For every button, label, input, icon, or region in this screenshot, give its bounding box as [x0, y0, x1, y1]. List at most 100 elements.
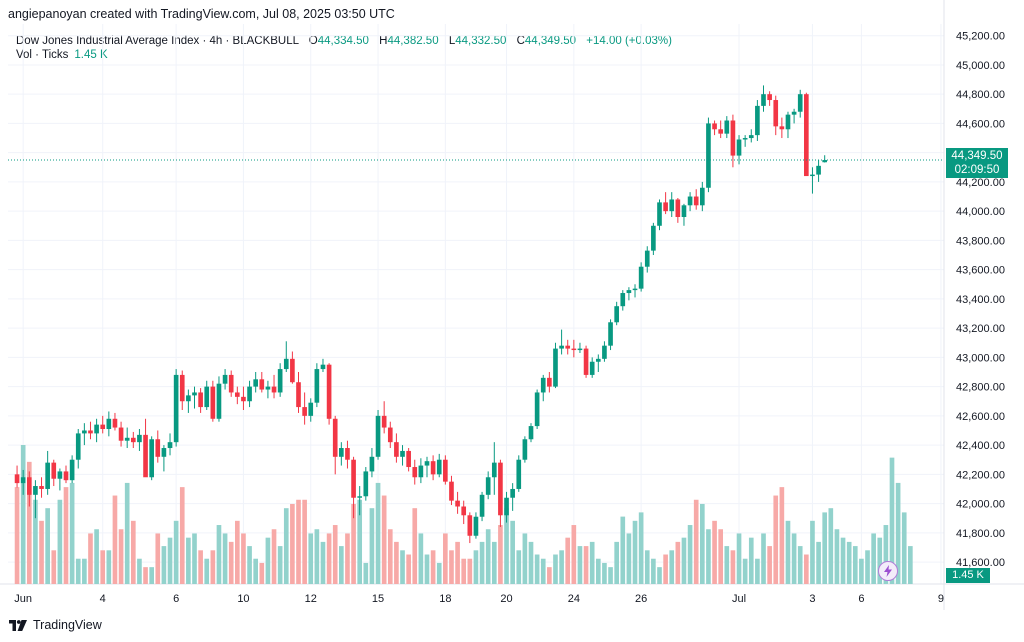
- candle-body: [167, 442, 173, 449]
- volume-bar: [485, 529, 491, 584]
- symbol-name[interactable]: Dow Jones Industrial Average Index: [16, 35, 200, 47]
- y-tick-label: 42,000.00: [956, 499, 1005, 511]
- volume-bar: [118, 529, 124, 584]
- volume-bar: [418, 533, 424, 584]
- volume-bar: [553, 554, 558, 584]
- candle-body: [418, 465, 424, 478]
- x-tick-label: 9: [938, 593, 944, 605]
- candle-body: [234, 392, 240, 397]
- candle-body: [204, 386, 210, 408]
- candle-body: [449, 481, 454, 501]
- candle-body: [198, 392, 203, 408]
- volume-bar: [375, 482, 381, 584]
- candle-body: [106, 418, 112, 430]
- volume-legend[interactable]: Vol · Ticks 1.45 K: [16, 49, 108, 61]
- y-tick-label: 43,600.00: [956, 265, 1005, 277]
- symbol-legend[interactable]: Dow Jones Industrial Average Index · 4h …: [16, 35, 672, 47]
- volume-bar: [430, 550, 436, 584]
- volume-bar: [290, 503, 295, 584]
- volume-bar: [473, 550, 479, 584]
- volume-bar: [614, 541, 619, 584]
- volume-bar: [822, 512, 828, 584]
- candle-body: [14, 474, 20, 484]
- volume-bar: [57, 499, 63, 584]
- candle-body: [583, 348, 589, 375]
- volume-bar: [785, 520, 791, 584]
- volume-bar: [167, 537, 173, 584]
- volume-bar: [779, 487, 785, 584]
- y-tick-label: 44,800.00: [956, 89, 1005, 101]
- candle-body: [45, 462, 50, 489]
- candle-body: [797, 94, 803, 112]
- x-tick-label: 4: [100, 593, 106, 605]
- volume-bar: [504, 508, 509, 584]
- volume-bar: [39, 520, 44, 584]
- volume-bar: [161, 546, 167, 584]
- volume-label[interactable]: Vol · Ticks: [16, 49, 69, 61]
- volume-bar: [730, 550, 736, 584]
- volume-bar: [510, 520, 515, 584]
- volume-bar: [20, 445, 26, 584]
- volume-bar: [755, 558, 760, 584]
- volume-bar: [748, 537, 754, 584]
- tradingview-logo[interactable]: TradingView: [9, 618, 102, 632]
- volume-bar: [143, 567, 148, 584]
- candle-body: [326, 364, 332, 419]
- candle-body: [455, 500, 460, 507]
- x-tick-label: Jul: [732, 593, 746, 605]
- volume-bar: [283, 508, 289, 584]
- volume-bar: [271, 529, 277, 584]
- candle-body: [400, 450, 405, 457]
- x-tick-label: 10: [237, 593, 249, 605]
- volume-bar: [45, 508, 50, 584]
- x-tick-label: 15: [372, 593, 384, 605]
- y-tick-label: 43,000.00: [956, 352, 1005, 364]
- volume-bar: [326, 533, 332, 584]
- volume-bar: [241, 533, 246, 584]
- volume-bar: [412, 508, 418, 584]
- volume-bar: [742, 558, 748, 584]
- candle-body: [504, 497, 509, 516]
- candle-body: [712, 123, 717, 130]
- volume-bar: [394, 541, 399, 584]
- volume-bar: [589, 541, 595, 584]
- candle-body: [161, 448, 167, 457]
- candle-body: [755, 105, 760, 136]
- x-tick-label: 6: [173, 593, 179, 605]
- candle-body: [791, 111, 797, 115]
- volume-bar: [155, 533, 161, 584]
- candle-body: [724, 120, 730, 134]
- candle-body: [345, 448, 350, 460]
- candle-body: [296, 382, 301, 408]
- y-tick-label: 42,200.00: [956, 469, 1005, 481]
- volume-bar: [620, 516, 626, 584]
- interval[interactable]: 4h: [209, 35, 223, 47]
- y-tick-label: 45,200.00: [956, 31, 1005, 43]
- candle-body: [33, 486, 38, 495]
- volume-bar: [595, 558, 601, 584]
- volume-bar: [651, 558, 656, 584]
- candle-body: [430, 461, 436, 475]
- volume-bar: [228, 541, 234, 584]
- candle-body: [467, 515, 473, 536]
- volume-bar: [100, 550, 106, 584]
- volume-bar: [602, 562, 607, 584]
- candle-body: [675, 199, 681, 218]
- volume-bar: [94, 529, 99, 584]
- volume-bar: [871, 533, 876, 584]
- lightning-bolt-icon[interactable]: [878, 561, 898, 581]
- volume-bar: [877, 537, 883, 584]
- candle-body: [644, 250, 650, 267]
- volume-bar: [865, 550, 870, 584]
- candle-body: [718, 129, 724, 134]
- candle-body: [314, 369, 320, 403]
- candle-body: [259, 379, 265, 390]
- volume-bar: [436, 562, 442, 584]
- candle-body: [589, 361, 595, 375]
- volume-bar: [351, 503, 356, 584]
- candle-body: [485, 477, 491, 495]
- volume-bar: [889, 457, 895, 584]
- candle-body: [522, 439, 528, 460]
- candle-body: [424, 461, 430, 466]
